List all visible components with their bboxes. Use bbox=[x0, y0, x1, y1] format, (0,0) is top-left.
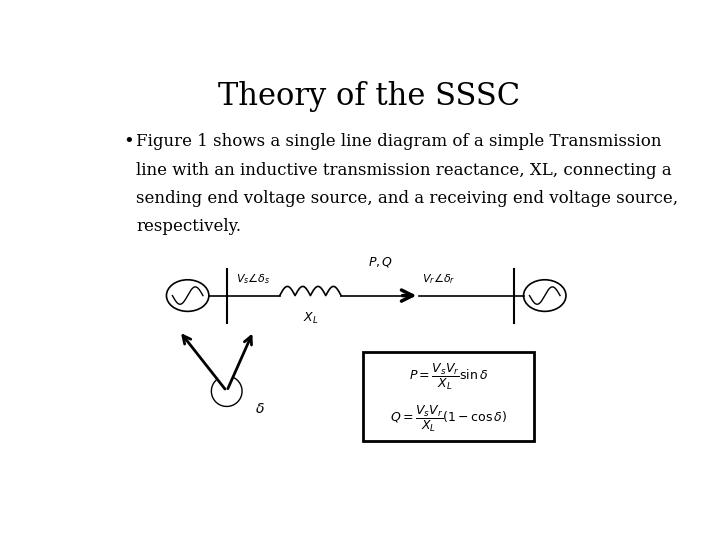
Text: $\delta$: $\delta$ bbox=[255, 402, 264, 416]
Text: Figure 1 shows a single line diagram of a simple Transmission: Figure 1 shows a single line diagram of … bbox=[136, 133, 662, 151]
Text: sending end voltage source, and a receiving end voltage source,: sending end voltage source, and a receiv… bbox=[136, 190, 678, 207]
Text: $V_r\angle\delta_r$: $V_r\angle\delta_r$ bbox=[422, 271, 456, 286]
Text: $P,Q$: $P,Q$ bbox=[367, 254, 393, 268]
Text: $Q = \dfrac{V_s V_r}{X_L}(1-\cos\delta)$: $Q = \dfrac{V_s V_r}{X_L}(1-\cos\delta)$ bbox=[390, 404, 507, 434]
Text: $P = \dfrac{V_s V_r}{X_L}\sin\delta$: $P = \dfrac{V_s V_r}{X_L}\sin\delta$ bbox=[409, 362, 488, 392]
Text: $X_L$: $X_L$ bbox=[302, 311, 318, 326]
Text: •: • bbox=[124, 133, 134, 151]
FancyBboxPatch shape bbox=[364, 352, 534, 441]
Text: respectively.: respectively. bbox=[136, 218, 241, 235]
Text: line with an inductive transmission reactance, XL, connecting a: line with an inductive transmission reac… bbox=[136, 161, 672, 179]
Text: $V_s\angle\delta_s$: $V_s\angle\delta_s$ bbox=[236, 271, 271, 286]
Text: Theory of the SSSC: Theory of the SSSC bbox=[218, 82, 520, 112]
